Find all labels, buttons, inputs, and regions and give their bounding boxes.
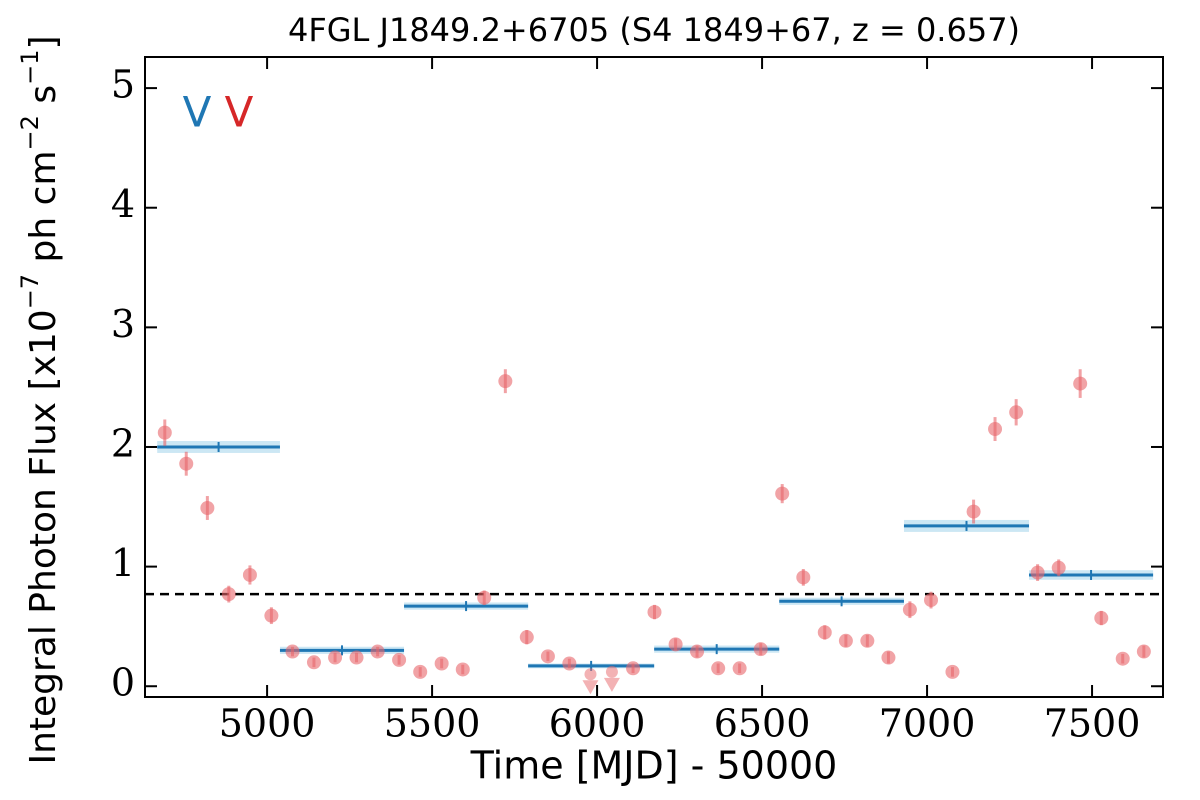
- data-point: [775, 486, 790, 501]
- y-label-part: Integral Photon Flux [x10: [23, 309, 64, 764]
- data-point: [1009, 405, 1024, 420]
- x-tick-label: 6500: [714, 702, 811, 746]
- data-point: [392, 652, 407, 667]
- data-point: [860, 633, 875, 648]
- upper-limit-point: [605, 665, 618, 678]
- data-point: [498, 374, 513, 389]
- data-point: [626, 661, 641, 676]
- x-tick-label: 5500: [384, 702, 481, 746]
- upper-limit-point: [584, 668, 597, 681]
- y-label-superscript: −7: [16, 274, 44, 309]
- data-point: [264, 608, 279, 623]
- data-point: [349, 650, 364, 665]
- data-point: [796, 570, 811, 585]
- y-tick-label: 0: [111, 661, 135, 705]
- data-point: [1030, 565, 1045, 580]
- data-point: [562, 656, 577, 671]
- x-tick-label: 7000: [879, 702, 976, 746]
- data-point: [1073, 376, 1088, 391]
- data-point: [690, 644, 705, 659]
- x-axis-label: Time [MJD] - 50000: [470, 744, 838, 788]
- data-point: [1136, 644, 1151, 659]
- data-point: [540, 649, 555, 664]
- data-point: [647, 605, 662, 620]
- data-point: [668, 637, 683, 652]
- data-point: [328, 650, 343, 665]
- data-point: [753, 642, 768, 657]
- x-tick-label: 5000: [219, 702, 316, 746]
- data-point: [477, 590, 492, 605]
- upper-limit: [603, 677, 620, 692]
- x-tick-label: 7500: [1044, 702, 1141, 746]
- data-point: [200, 500, 215, 515]
- y-label-part: s: [23, 85, 64, 115]
- upper-limit: [582, 680, 599, 695]
- data-point: [732, 661, 747, 676]
- data-point: [242, 567, 257, 582]
- data-point: [157, 425, 172, 440]
- data-point: [306, 655, 321, 670]
- y-tick-label: 4: [111, 182, 135, 226]
- data-point: [1115, 651, 1130, 666]
- data-point: [285, 644, 300, 659]
- data-point: [519, 630, 534, 645]
- y-label-superscript: −1: [16, 50, 44, 85]
- y-label-part: ph cm: [23, 150, 64, 273]
- data-point: [966, 504, 981, 519]
- data-point: [1051, 560, 1066, 575]
- y-tick-label: 2: [111, 421, 135, 465]
- y-label-superscript: −2: [16, 115, 44, 150]
- annotation: V: [225, 88, 254, 137]
- data-point: [370, 644, 385, 659]
- data-point: [817, 625, 832, 640]
- data-point: [179, 456, 194, 471]
- y-tick-label: 1: [111, 541, 135, 585]
- y-tick-label: 5: [111, 63, 135, 107]
- y-label-part: ]: [23, 35, 64, 49]
- x-tick-label: 6000: [549, 702, 646, 746]
- data-point: [902, 602, 917, 617]
- data-point: [455, 662, 470, 677]
- data-point: [924, 593, 939, 608]
- data-point: [838, 633, 853, 648]
- data-point: [711, 661, 726, 676]
- annotation: V: [183, 88, 212, 137]
- y-axis-label: Integral Photon Flux [x10−7 ph cm−2 s−1]: [16, 35, 64, 764]
- y-tick-label: 3: [111, 302, 135, 346]
- chart-title: 4FGL J1849.2+6705 (S4 1849+67, z = 0.657…: [288, 11, 1020, 49]
- data-point: [881, 650, 896, 665]
- data-point: [413, 664, 428, 679]
- data-point: [1094, 611, 1109, 626]
- data-point: [434, 656, 449, 671]
- plot-frame: [144, 56, 1164, 698]
- data-point: [988, 422, 1003, 437]
- data-point: [945, 664, 960, 679]
- data-point: [221, 587, 236, 602]
